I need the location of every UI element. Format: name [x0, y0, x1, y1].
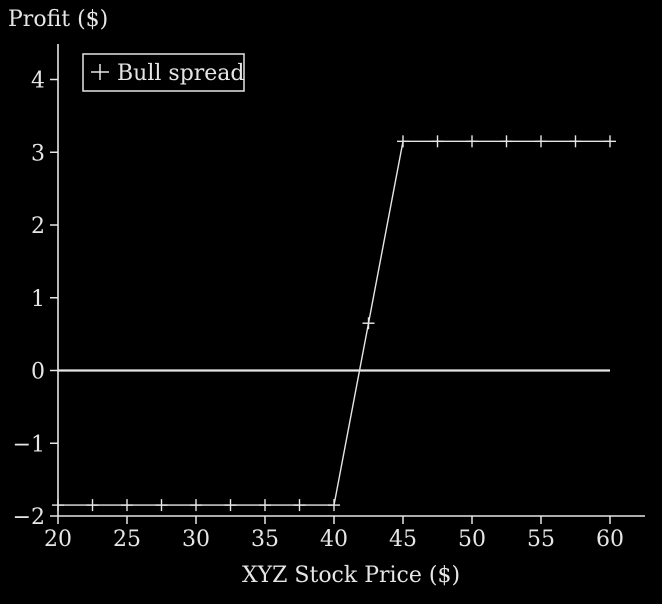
- x-tick-label-40: 40: [320, 527, 348, 552]
- x-tick-label-30: 30: [182, 527, 210, 552]
- x-tick-label-20: 20: [44, 527, 72, 552]
- data-point-25: [121, 499, 133, 512]
- y-tick-label--2: −2: [13, 505, 45, 530]
- x-tick-label-55: 55: [527, 527, 555, 552]
- data-point-40: [328, 499, 340, 512]
- series-line-bull-spread: [58, 140, 610, 506]
- x-tick-label-45: 45: [389, 527, 417, 552]
- data-point-52.5: [500, 135, 513, 148]
- data-point-47.5: [431, 135, 444, 148]
- x-tick-label-25: 25: [113, 527, 141, 552]
- x-tick-label-60: 60: [596, 527, 624, 552]
- y-tick-label--1: −1: [13, 432, 45, 457]
- legend-entry-bull-spread: Bull spread: [117, 61, 245, 86]
- data-point-32.5: [224, 499, 237, 512]
- x-tick-label-50: 50: [458, 527, 486, 552]
- data-point-37.5: [293, 499, 306, 512]
- data-point-22.5: [86, 499, 99, 512]
- series-layer: [52, 135, 616, 512]
- data-point-45: [397, 135, 409, 148]
- data-point-60: [604, 135, 616, 148]
- data-point-27.5: [155, 499, 168, 512]
- data-point-30: [190, 499, 202, 512]
- y-axis-title: Profit ($): [8, 7, 108, 32]
- axes: 20 25 30 35 40 45 50 55 60 −2 −1 0 1 2 3 4: [13, 44, 645, 552]
- data-point-35: [259, 499, 271, 512]
- y-tick-label-3: 3: [31, 141, 45, 166]
- data-point-57.5: [569, 135, 582, 148]
- data-point-50: [466, 135, 478, 148]
- y-tick-label-0: 0: [31, 360, 45, 385]
- legend-box: [82, 53, 245, 92]
- legend-marker-plus-icon: [91, 64, 109, 80]
- legend: Bull spread: [82, 53, 245, 92]
- data-point-42.5: [362, 317, 375, 330]
- data-point-20: [52, 499, 64, 512]
- y-tick-label-4: 4: [31, 69, 45, 94]
- y-tick-label-2: 2: [31, 214, 45, 239]
- x-tick-label-35: 35: [251, 527, 279, 552]
- y-tick-label-1: 1: [31, 287, 45, 312]
- x-axis-title: XYZ Stock Price ($): [242, 563, 460, 588]
- data-point-55: [535, 135, 547, 148]
